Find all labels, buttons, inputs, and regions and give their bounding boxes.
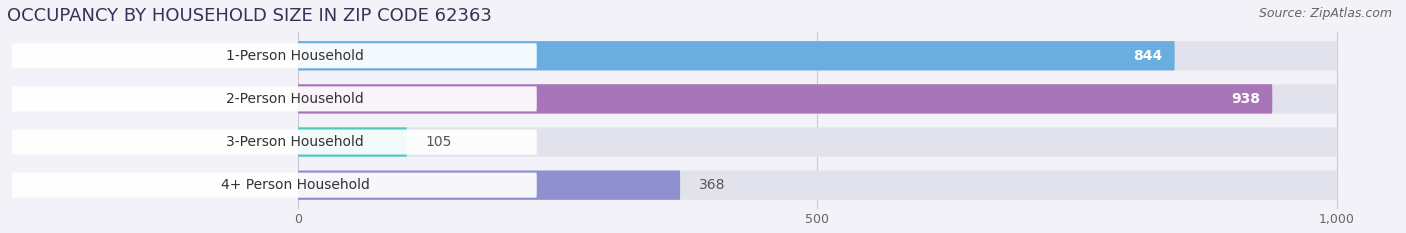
- Text: 1-Person Household: 1-Person Household: [226, 49, 364, 63]
- FancyBboxPatch shape: [298, 127, 1337, 157]
- Text: 4+ Person Household: 4+ Person Household: [221, 178, 370, 192]
- FancyBboxPatch shape: [298, 127, 406, 157]
- Text: 2-Person Household: 2-Person Household: [226, 92, 364, 106]
- Text: 3-Person Household: 3-Person Household: [226, 135, 364, 149]
- FancyBboxPatch shape: [298, 41, 1337, 70]
- FancyBboxPatch shape: [13, 173, 537, 198]
- Text: OCCUPANCY BY HOUSEHOLD SIZE IN ZIP CODE 62363: OCCUPANCY BY HOUSEHOLD SIZE IN ZIP CODE …: [7, 7, 492, 25]
- Text: Source: ZipAtlas.com: Source: ZipAtlas.com: [1258, 7, 1392, 20]
- FancyBboxPatch shape: [13, 86, 537, 111]
- FancyBboxPatch shape: [13, 43, 537, 68]
- FancyBboxPatch shape: [298, 171, 1337, 200]
- FancyBboxPatch shape: [298, 84, 1272, 113]
- FancyBboxPatch shape: [298, 171, 681, 200]
- Text: 844: 844: [1133, 49, 1163, 63]
- FancyBboxPatch shape: [13, 130, 537, 154]
- Text: 368: 368: [699, 178, 725, 192]
- FancyBboxPatch shape: [298, 84, 1337, 113]
- Text: 105: 105: [426, 135, 451, 149]
- FancyBboxPatch shape: [298, 41, 1174, 70]
- Text: 938: 938: [1230, 92, 1260, 106]
